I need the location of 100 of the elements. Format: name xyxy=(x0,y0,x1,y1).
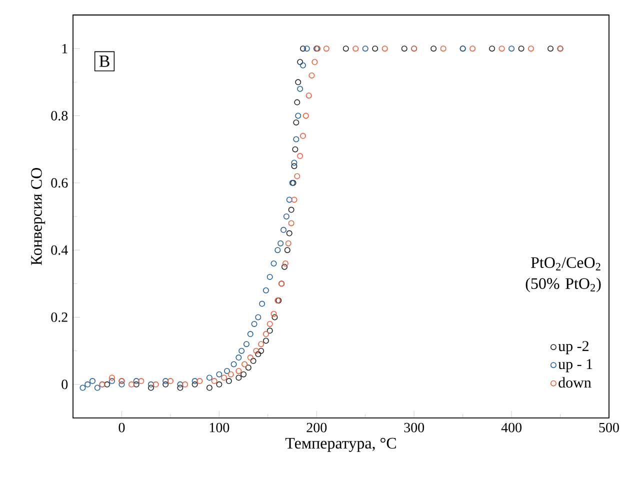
point xyxy=(128,381,134,388)
point xyxy=(302,112,309,119)
point xyxy=(182,381,188,388)
point xyxy=(352,46,359,52)
point xyxy=(259,300,266,307)
legend-label: down xyxy=(558,377,592,388)
point xyxy=(192,381,198,388)
point xyxy=(270,260,277,267)
point xyxy=(528,46,534,52)
point xyxy=(362,46,368,52)
point xyxy=(258,348,264,354)
point xyxy=(284,247,290,254)
y-tick-label: 0.6 xyxy=(51,178,68,188)
point xyxy=(281,264,288,270)
point xyxy=(291,196,298,203)
y-axis-title: Конверсия CO xyxy=(31,168,46,266)
point xyxy=(297,86,304,92)
x-tick-label: 500 xyxy=(599,422,619,432)
point xyxy=(196,378,203,384)
point xyxy=(300,46,306,52)
point xyxy=(177,381,184,388)
point xyxy=(489,46,496,52)
point xyxy=(293,136,300,142)
point xyxy=(300,62,306,68)
point xyxy=(401,46,408,52)
point xyxy=(230,361,237,368)
point xyxy=(293,119,300,126)
point xyxy=(245,364,252,371)
point xyxy=(258,341,264,348)
point xyxy=(286,230,292,236)
point xyxy=(228,371,234,378)
point xyxy=(253,348,260,354)
point xyxy=(206,374,212,381)
point xyxy=(283,213,290,220)
point xyxy=(323,46,330,52)
point xyxy=(285,240,292,246)
point xyxy=(372,46,378,52)
point xyxy=(286,196,292,203)
point xyxy=(342,46,349,52)
point xyxy=(272,314,278,320)
point xyxy=(247,331,254,338)
point xyxy=(297,153,304,160)
legend-label: up - 1 xyxy=(558,359,592,372)
point xyxy=(508,46,515,52)
point xyxy=(152,381,159,388)
point xyxy=(300,132,306,139)
point xyxy=(133,381,140,388)
x-axis-title: Температура, °C xyxy=(285,438,396,452)
point xyxy=(238,348,245,354)
legend-label: up -2 xyxy=(558,341,588,354)
point xyxy=(288,220,294,226)
point xyxy=(216,381,222,388)
point xyxy=(440,46,446,52)
point xyxy=(262,331,269,338)
point xyxy=(274,247,281,254)
point xyxy=(240,371,247,378)
point xyxy=(548,46,554,52)
point xyxy=(291,160,298,166)
point xyxy=(295,79,302,86)
point xyxy=(221,374,228,381)
point xyxy=(138,378,144,384)
y-tick-label: 1 xyxy=(62,44,68,54)
point xyxy=(108,378,115,384)
point xyxy=(89,378,96,384)
point xyxy=(251,320,258,327)
point xyxy=(262,287,269,294)
point xyxy=(280,226,286,233)
point xyxy=(108,374,115,381)
point xyxy=(148,381,154,388)
x-tick-label: 400 xyxy=(501,422,522,432)
point xyxy=(177,384,184,391)
point xyxy=(94,384,100,391)
point xyxy=(250,358,256,364)
point xyxy=(266,274,273,280)
x-tick-label: 200 xyxy=(306,422,327,432)
point xyxy=(133,378,140,384)
point xyxy=(162,381,169,388)
point xyxy=(192,378,198,384)
point xyxy=(266,328,273,334)
point xyxy=(242,361,248,368)
point xyxy=(236,354,242,361)
point xyxy=(297,59,304,66)
point xyxy=(80,384,86,391)
x-tick-label: 0 xyxy=(118,422,125,432)
point xyxy=(255,314,262,320)
point xyxy=(282,260,288,267)
point xyxy=(104,381,110,388)
annotation: B xyxy=(99,56,110,67)
y-tick-label: 0.8 xyxy=(51,110,68,121)
x-tick-label: 300 xyxy=(404,422,424,432)
point xyxy=(294,173,300,180)
point xyxy=(224,368,230,374)
point xyxy=(255,351,262,358)
legend-title: PtO$_{2}$/CeO$_{2}$ (50% PtO$_{2}$) xyxy=(526,257,601,292)
point xyxy=(243,341,250,348)
point xyxy=(148,384,154,391)
point xyxy=(118,381,125,388)
x-tick-label: 100 xyxy=(210,422,230,432)
point xyxy=(430,46,437,52)
point xyxy=(262,338,269,344)
